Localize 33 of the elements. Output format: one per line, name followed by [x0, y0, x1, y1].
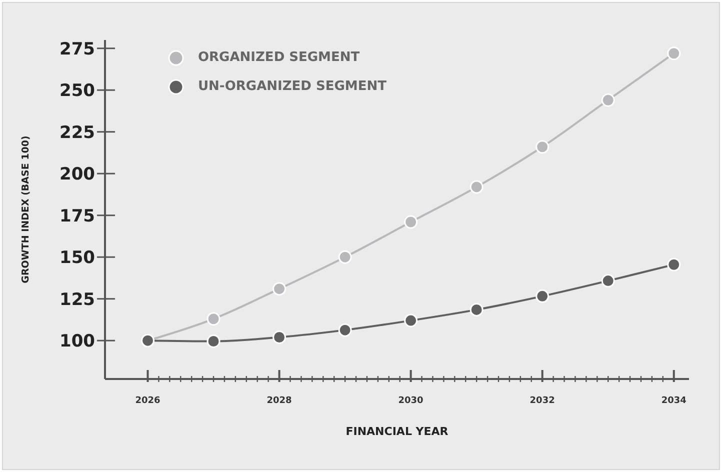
x-tick-label: 2028	[266, 396, 292, 406]
point	[470, 180, 484, 194]
legend-label: UN-ORGANIZED SEGMENT	[198, 79, 386, 94]
x-axis-title: FINANCIAL YEAR	[346, 425, 449, 438]
point	[272, 282, 286, 296]
point	[601, 93, 615, 107]
y-axis-title: GROWTH INDEX (BASE 100)	[20, 136, 32, 284]
x-tick-label: 2030	[398, 396, 424, 406]
point	[404, 314, 418, 328]
point	[536, 289, 550, 303]
y-tick-label: 150	[60, 248, 96, 268]
point	[338, 323, 352, 337]
y-tick-label: 225	[60, 122, 95, 143]
point	[536, 140, 550, 154]
point	[206, 334, 220, 348]
point	[272, 330, 286, 344]
point	[667, 258, 681, 272]
y-tick-label: 250	[60, 81, 96, 102]
point	[667, 46, 681, 60]
x-tick-label: 2026	[135, 396, 160, 406]
point	[470, 302, 484, 316]
point	[404, 215, 418, 229]
x-tick-label: 2034	[661, 396, 686, 406]
point	[206, 312, 220, 326]
y-tick-label: 175	[60, 206, 95, 226]
point	[601, 274, 615, 288]
point	[338, 250, 352, 264]
y-tick-label: 200	[60, 164, 96, 185]
x-tick-label: 2032	[530, 396, 555, 406]
y-tick-label: 125	[60, 290, 95, 310]
y-tick-label: 100	[60, 332, 96, 352]
legend-label: ORGANIZED SEGMENT	[198, 50, 360, 65]
y-tick-label: 275	[60, 39, 95, 60]
